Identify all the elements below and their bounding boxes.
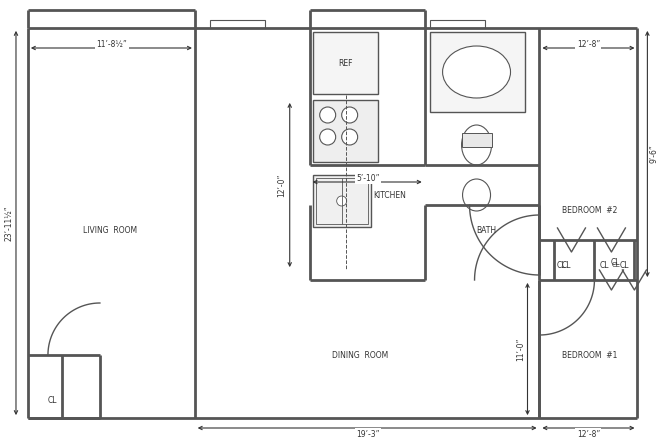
Circle shape xyxy=(319,107,336,123)
Circle shape xyxy=(342,107,358,123)
Bar xyxy=(430,32,525,112)
Text: BEDROOM  #2: BEDROOM #2 xyxy=(562,205,617,215)
Text: BATH: BATH xyxy=(477,225,496,235)
Text: 5’-10”: 5’-10” xyxy=(356,173,379,183)
Text: 12’-8”: 12’-8” xyxy=(577,40,600,48)
Text: BEDROOM  #1: BEDROOM #1 xyxy=(562,351,617,359)
Circle shape xyxy=(342,129,358,145)
Text: 9’-6”: 9’-6” xyxy=(650,145,659,163)
Text: CL: CL xyxy=(48,396,57,404)
Text: 11’-8½”: 11’-8½” xyxy=(96,40,127,48)
Text: KITCHEN: KITCHEN xyxy=(373,191,406,199)
Text: 19’-3”: 19’-3” xyxy=(356,429,379,439)
Text: CL: CL xyxy=(562,260,571,269)
Text: LIVING  ROOM: LIVING ROOM xyxy=(83,225,137,235)
Bar xyxy=(430,20,484,28)
Bar xyxy=(210,20,265,28)
Ellipse shape xyxy=(463,179,490,211)
Bar xyxy=(313,175,371,227)
Text: 12’-0”: 12’-0” xyxy=(277,173,286,197)
Bar xyxy=(313,100,378,162)
Circle shape xyxy=(319,129,336,145)
Ellipse shape xyxy=(461,125,492,165)
Bar xyxy=(315,178,368,224)
Text: DINING  ROOM: DINING ROOM xyxy=(331,351,388,359)
Text: CL: CL xyxy=(620,260,629,269)
Ellipse shape xyxy=(443,46,511,98)
Circle shape xyxy=(337,196,347,206)
Bar xyxy=(461,133,492,147)
Text: 12’-8”: 12’-8” xyxy=(577,429,600,439)
Text: 11’-0”: 11’-0” xyxy=(516,337,525,361)
Text: CL: CL xyxy=(557,260,566,269)
Text: CL: CL xyxy=(612,262,620,268)
Bar xyxy=(313,32,378,94)
Text: CL: CL xyxy=(600,260,609,269)
Text: 23’-11½”: 23’-11½” xyxy=(5,205,13,241)
Text: REF: REF xyxy=(339,59,353,67)
Text: CL: CL xyxy=(610,257,620,267)
